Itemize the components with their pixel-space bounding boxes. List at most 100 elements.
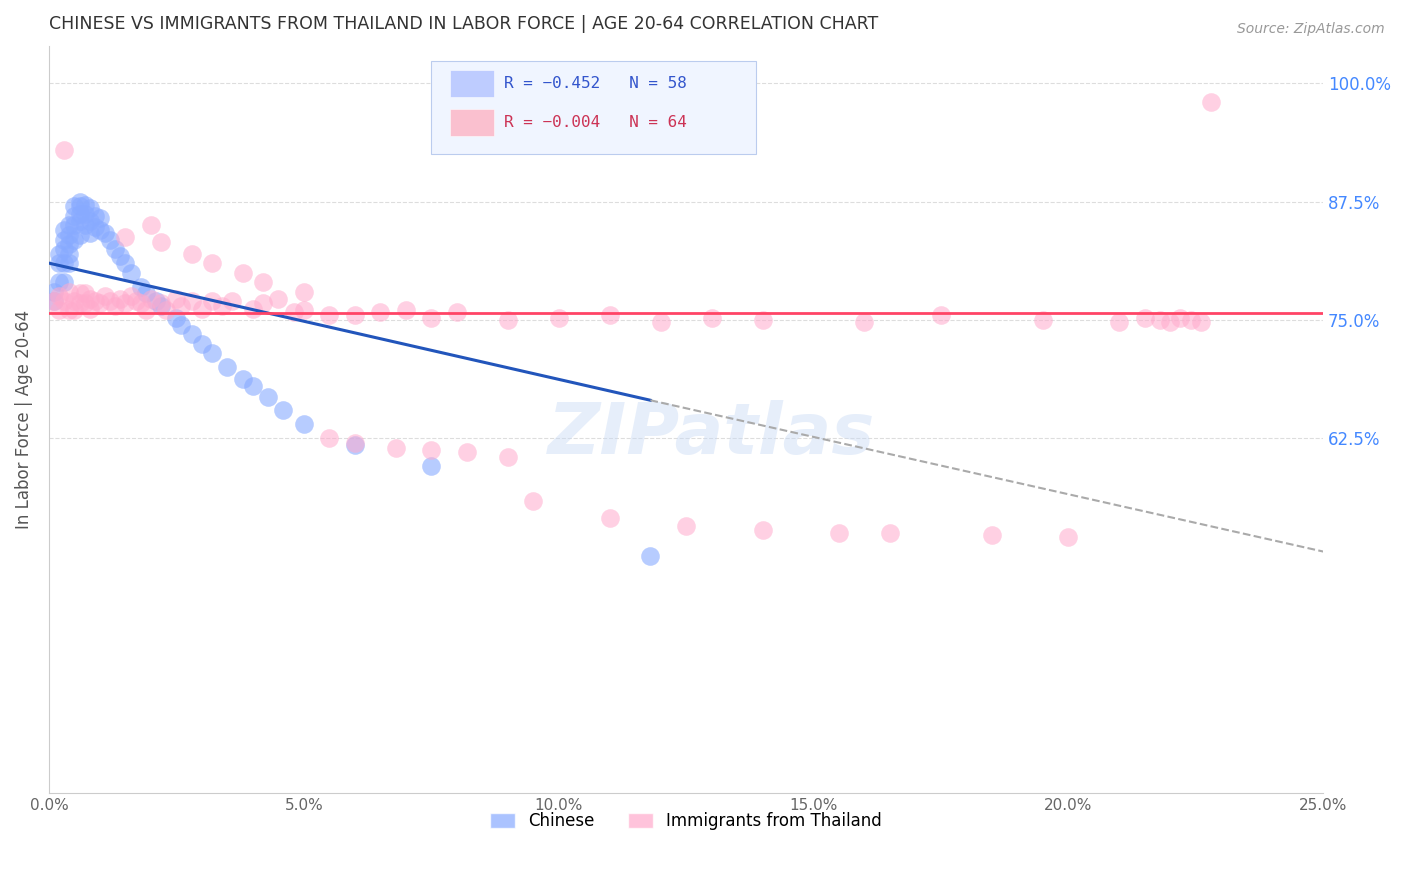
Point [129,296,152,310]
Point [456,445,478,459]
Point [89,223,111,237]
Point [150,235,173,250]
Point [120,266,142,280]
Point [53,275,76,289]
Point [675,519,697,533]
Point [58,256,80,270]
Point [63,293,86,308]
Point [48,303,70,318]
Point [599,308,621,322]
Point [879,525,901,540]
Point [73,296,96,310]
Point [114,256,136,270]
Point [420,459,443,474]
Point [73,286,96,301]
Point [257,391,280,405]
Point [547,310,569,325]
Point [751,523,773,537]
Point [522,494,544,508]
Point [1189,315,1212,329]
Point [63,199,86,213]
Point [446,305,468,319]
Point [292,285,315,299]
Point [53,143,76,157]
Point [1199,95,1222,110]
FancyBboxPatch shape [432,61,756,154]
Point [292,417,315,431]
Point [384,441,406,455]
Point [929,308,952,322]
Point [650,315,672,329]
Point [104,242,127,256]
Point [232,371,254,385]
Point [292,303,315,318]
Point [211,299,233,313]
Point [252,296,274,310]
Point [98,233,121,247]
Point [640,549,662,564]
Point [69,194,91,209]
Point [368,305,391,319]
Point [853,315,876,329]
Point [318,431,340,445]
Point [79,301,101,316]
Point [170,318,193,332]
Text: R = −0.452   N = 58: R = −0.452 N = 58 [503,76,686,91]
Point [980,528,1002,542]
Point [69,213,91,227]
Point [221,293,243,308]
Point [69,207,91,221]
Point [42,285,65,299]
Point [124,293,146,308]
Point [242,301,264,316]
Point [191,336,214,351]
Point [58,227,80,242]
Point [1149,313,1171,327]
Point [53,256,76,270]
FancyBboxPatch shape [450,70,494,97]
Point [53,242,76,256]
Point [69,199,91,213]
Point [180,293,202,308]
Point [191,301,214,316]
Point [252,275,274,289]
Point [135,303,157,318]
Point [165,292,187,306]
Point [1170,310,1192,325]
Point [79,226,101,240]
Point [63,233,86,247]
Point [139,292,162,306]
Legend: Chinese, Immigrants from Thailand: Chinese, Immigrants from Thailand [484,805,889,837]
Point [139,219,162,233]
Point [53,293,76,308]
Point [700,310,723,325]
Point [98,293,121,308]
Point [1032,313,1054,327]
Point [110,292,132,306]
Point [1159,315,1181,329]
Y-axis label: In Labor Force | Age 20-64: In Labor Force | Age 20-64 [15,310,32,529]
Point [114,296,136,310]
Point [79,292,101,306]
Point [58,285,80,299]
Point [94,289,117,303]
Point [180,327,202,342]
Text: R = −0.004   N = 64: R = −0.004 N = 64 [503,115,686,130]
Point [79,213,101,227]
Text: ZIPatlas: ZIPatlas [548,400,875,468]
Point [1108,315,1130,329]
Point [42,293,65,308]
Point [42,293,65,308]
Point [63,303,86,318]
Point [242,379,264,393]
Point [94,226,117,240]
Point [73,207,96,221]
Point [48,246,70,260]
Point [395,303,418,318]
Point [83,209,105,223]
Point [420,443,443,458]
Point [496,450,519,464]
Point [114,229,136,244]
Point [69,286,91,301]
Point [165,310,187,325]
